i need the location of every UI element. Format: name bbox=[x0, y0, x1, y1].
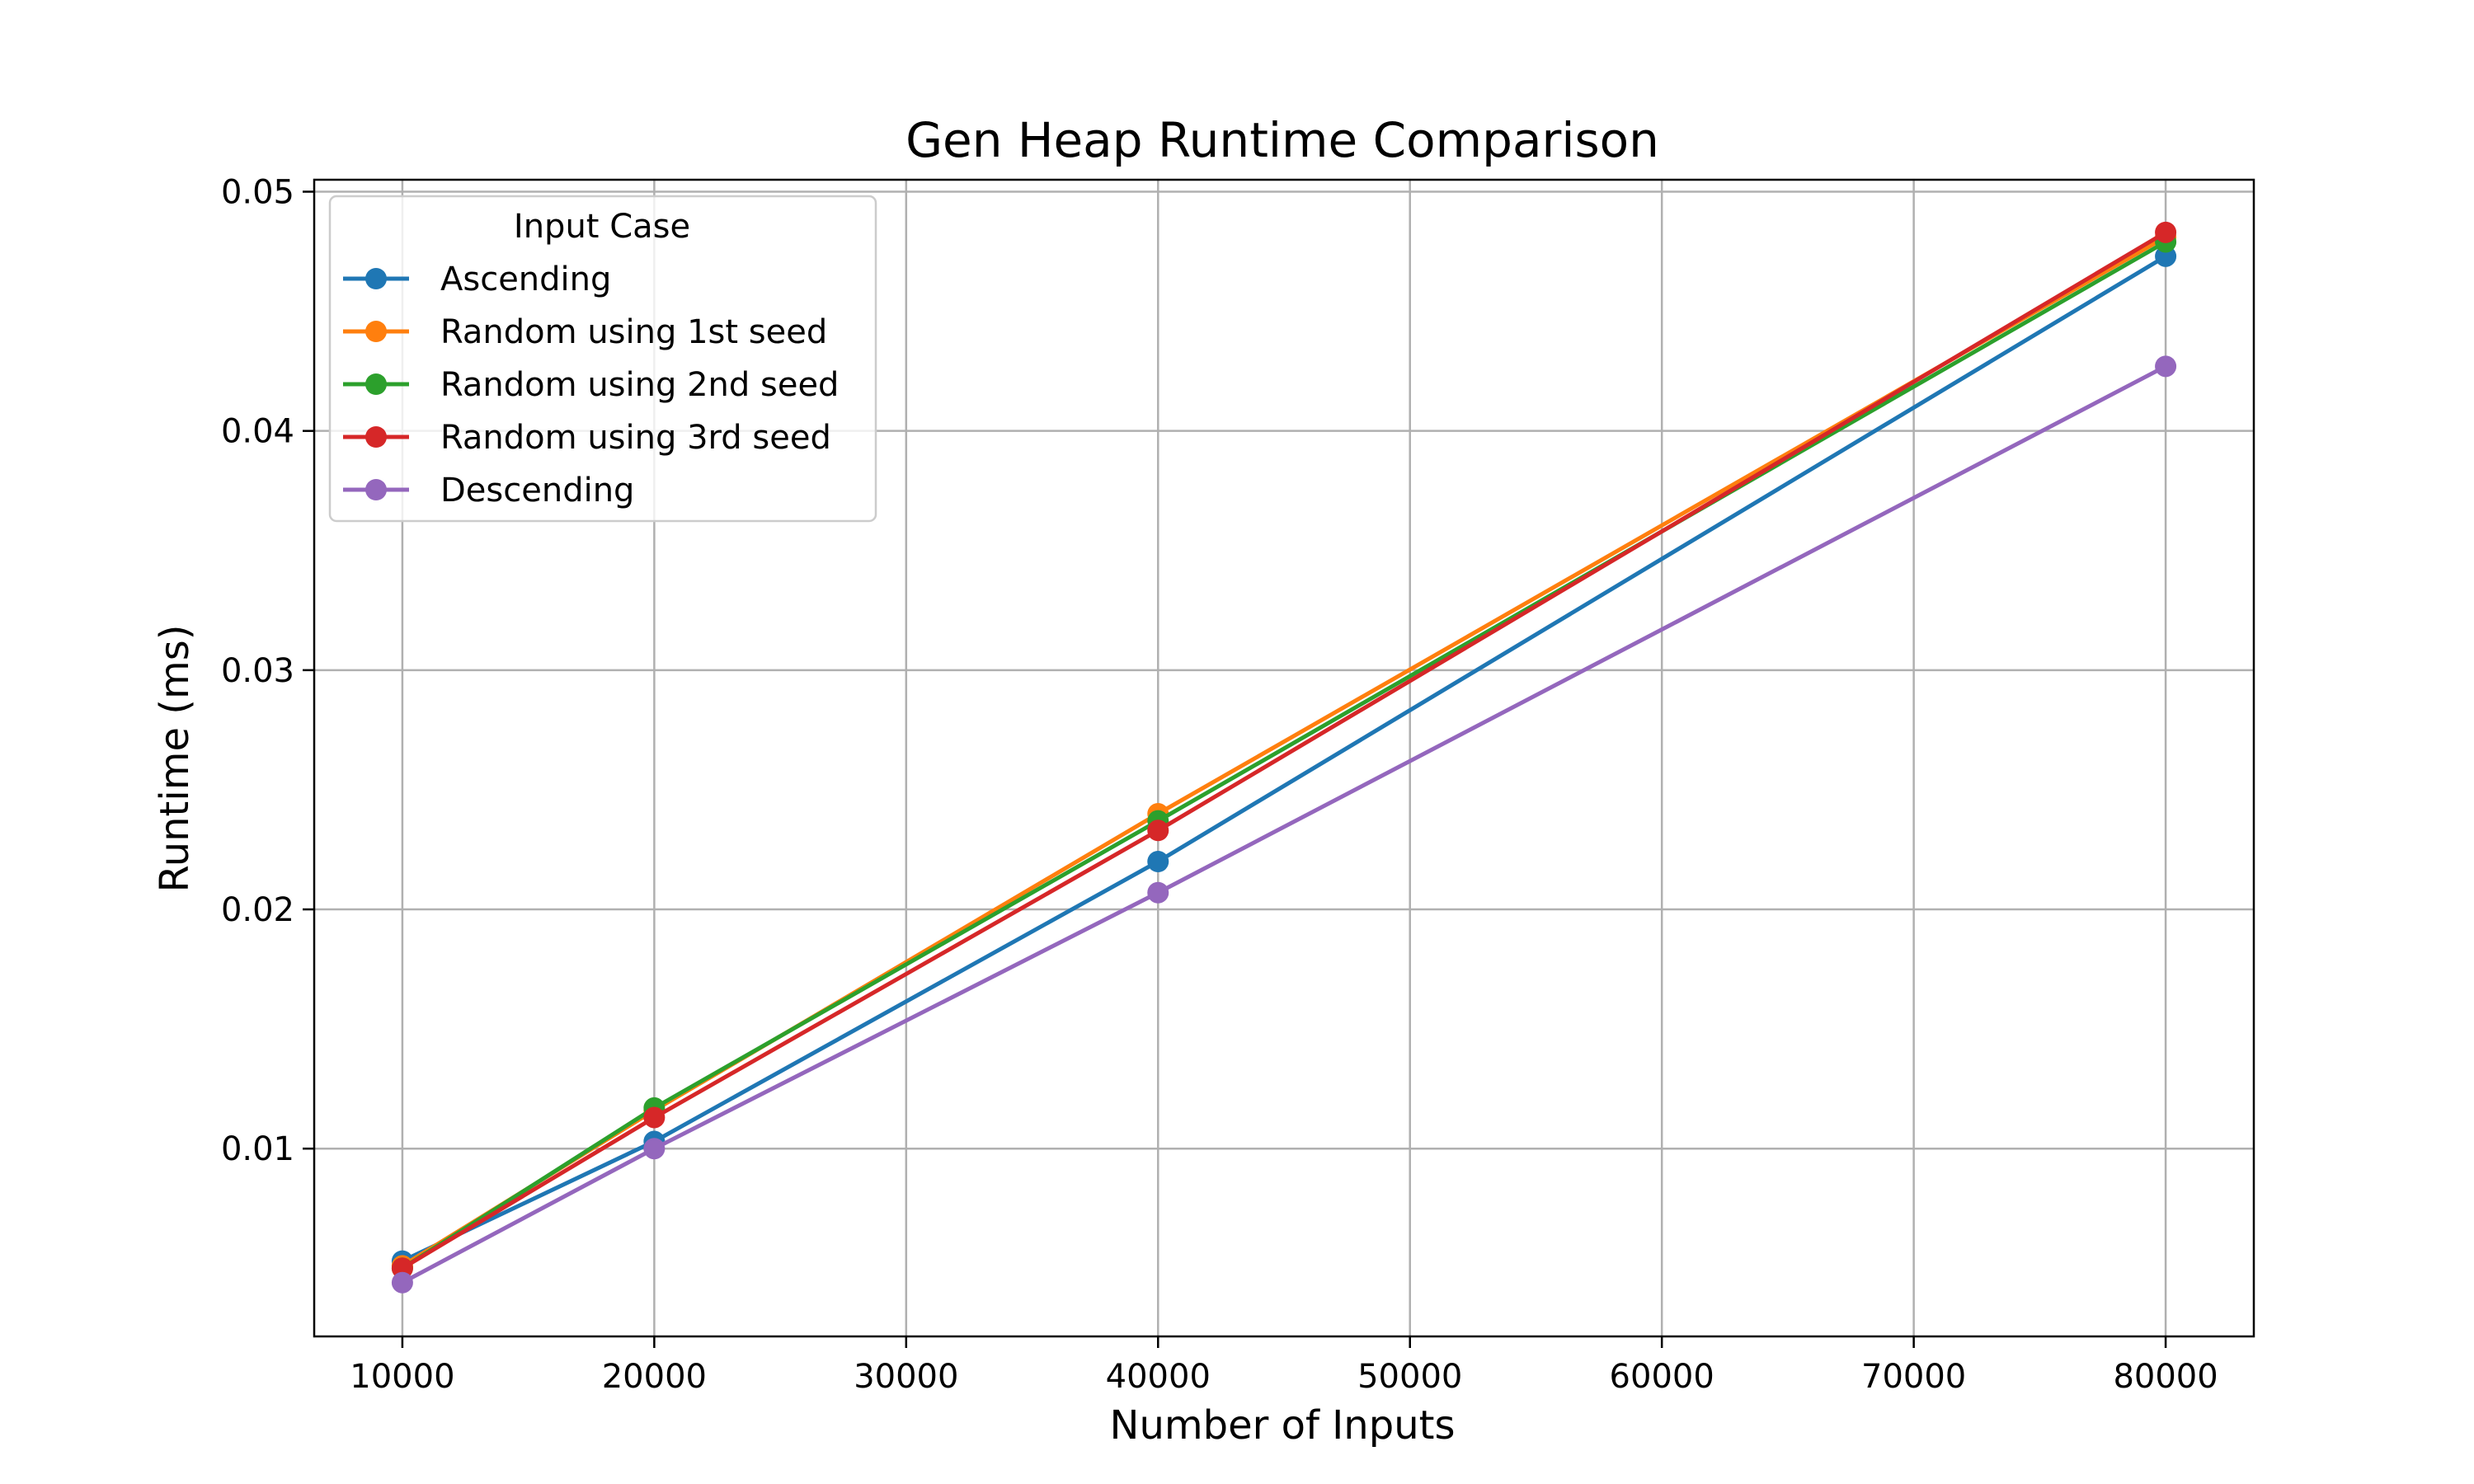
legend-label: Descending bbox=[440, 472, 634, 510]
y-tick-label: 0.01 bbox=[221, 1130, 294, 1168]
legend-label: Random using 1st seed bbox=[440, 313, 827, 351]
legend-label: Ascending bbox=[440, 261, 611, 298]
x-tick-label: 30000 bbox=[854, 1358, 958, 1396]
legend-marker bbox=[365, 321, 387, 342]
y-tick-label: 0.02 bbox=[221, 891, 294, 929]
data-point bbox=[1147, 851, 1169, 873]
legend-item: Descending bbox=[343, 472, 634, 510]
x-tick-label: 20000 bbox=[602, 1358, 707, 1396]
legend-box bbox=[328, 195, 877, 523]
chart-title: Gen Heap Runtime Comparison bbox=[905, 112, 1659, 168]
series-3 bbox=[391, 221, 2177, 1280]
series-line bbox=[401, 254, 2167, 1263]
x-axis-label: Number of Inputs bbox=[1110, 1402, 1456, 1449]
x-tick-label: 50000 bbox=[1357, 1358, 1462, 1396]
y-tick-label: 0.04 bbox=[221, 413, 294, 451]
series-line bbox=[401, 364, 2167, 1284]
data-point bbox=[643, 1106, 666, 1129]
y-tick-label: 0.03 bbox=[221, 652, 294, 690]
legend-item: Random using 3rd seed bbox=[343, 419, 831, 457]
series-line bbox=[401, 230, 2167, 1270]
plot-frame bbox=[313, 178, 2255, 1338]
data-point bbox=[391, 1271, 413, 1294]
data-point bbox=[1147, 819, 1169, 842]
data-point bbox=[2155, 221, 2177, 243]
legend-title: Input Case bbox=[514, 208, 690, 246]
series-4 bbox=[391, 355, 2177, 1294]
series-0 bbox=[391, 245, 2177, 1272]
legend-item: Random using 2nd seed bbox=[343, 366, 839, 404]
x-tick-label: 70000 bbox=[1861, 1358, 1966, 1396]
legend-item: Random using 1st seed bbox=[343, 313, 827, 351]
legend-marker bbox=[365, 426, 387, 448]
legend-label: Random using 2nd seed bbox=[440, 366, 839, 404]
data-point bbox=[2155, 355, 2177, 378]
legend-marker bbox=[365, 373, 387, 395]
y-axis-label: Runtime (ms) bbox=[152, 625, 198, 893]
legend-marker bbox=[365, 479, 387, 500]
legend-marker bbox=[365, 268, 387, 289]
legend-item: Ascending bbox=[343, 261, 611, 298]
x-tick-label: 80000 bbox=[2113, 1358, 2218, 1396]
data-point bbox=[1147, 881, 1169, 904]
y-tick-label: 0.05 bbox=[221, 174, 294, 212]
x-tick-label: 10000 bbox=[350, 1358, 454, 1396]
axis-ticks: 10000 20000 30000 40000 50000 60000 70000 80000… bbox=[221, 174, 2218, 1396]
x-tick-label: 60000 bbox=[1610, 1358, 1714, 1396]
data-point bbox=[643, 1138, 666, 1160]
legend-label: Random using 3rd seed bbox=[440, 419, 831, 457]
legend: Input Case Ascending Random using 1st seed… bbox=[328, 195, 877, 523]
x-tick-label: 40000 bbox=[1106, 1358, 1211, 1396]
series-layer bbox=[391, 221, 2177, 1294]
